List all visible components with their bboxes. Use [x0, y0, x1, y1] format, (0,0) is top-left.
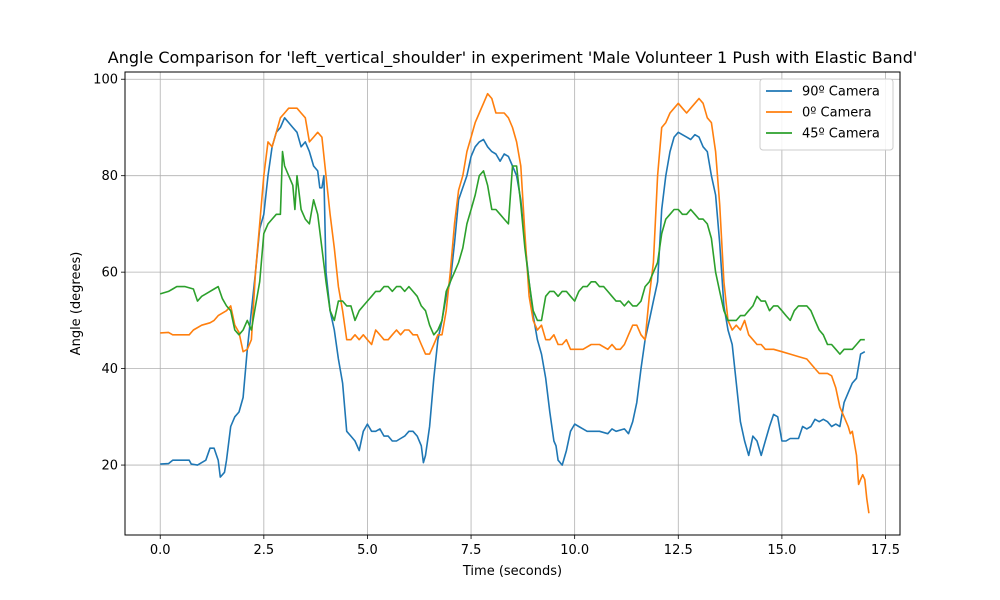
y-tick-label: 20 — [101, 459, 118, 474]
x-axis-label: Time (seconds) — [462, 564, 562, 579]
legend-box — [759, 78, 894, 151]
series-line-1 — [160, 92, 870, 514]
x-tick-label: 5.0 — [357, 543, 378, 558]
legend-label: 90º Camera — [802, 85, 880, 100]
x-tick-label: 2.5 — [253, 543, 274, 558]
x-tick-label: 17.5 — [871, 543, 900, 558]
x-tick-label: 12.5 — [664, 543, 693, 558]
series-line-0 — [160, 117, 866, 478]
legend: 90º Camera 0º Camera 45º Camera — [759, 78, 894, 151]
axes-frame — [124, 71, 901, 536]
x-tick-label: 0.0 — [150, 543, 171, 558]
y-tick-label: 60 — [101, 266, 118, 281]
y-axis-label: Angle (degrees) — [69, 252, 84, 356]
ticks: 0.0 2.5 5.0 7.5 10.0 12.5 15.0 17.5 20 40 60 80 100 — [93, 73, 900, 558]
chart-title: Angle Comparison for 'left_vertical_shou… — [108, 48, 918, 68]
x-tick-label: 10.0 — [560, 543, 589, 558]
y-tick-label: 80 — [101, 169, 118, 184]
x-tick-label: 15.0 — [767, 543, 796, 558]
legend-label: 45º Camera — [802, 127, 880, 142]
y-tick-label: 100 — [93, 73, 118, 88]
series-layer — [159, 92, 870, 514]
series-line-2 — [159, 150, 865, 355]
y-tick-label: 40 — [101, 362, 118, 377]
x-tick-label: 7.5 — [461, 543, 482, 558]
legend-label: 0º Camera — [802, 106, 872, 121]
